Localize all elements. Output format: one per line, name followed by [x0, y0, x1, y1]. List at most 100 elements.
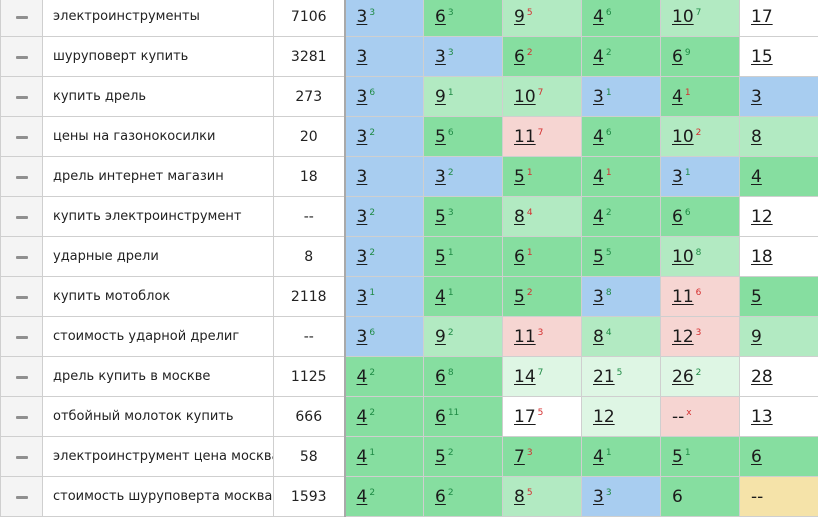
position-value[interactable]: 5	[593, 246, 604, 267]
position-value[interactable]: 10	[672, 6, 694, 27]
row-handle[interactable]	[0, 396, 43, 437]
position-value[interactable]: 6	[435, 486, 446, 507]
position-value[interactable]: 3	[672, 166, 683, 187]
position-value[interactable]: 3	[593, 486, 604, 507]
position-value[interactable]: 5	[514, 166, 525, 187]
position-value[interactable]: 6	[435, 366, 446, 387]
position-value[interactable]: 6	[514, 46, 525, 67]
position-value[interactable]: 17	[514, 406, 536, 427]
drag-handle-icon[interactable]	[15, 256, 28, 259]
position-value[interactable]: 3	[356, 286, 368, 307]
drag-handle-icon[interactable]	[15, 416, 28, 419]
position-value[interactable]: 5	[672, 446, 683, 467]
position-value[interactable]: 4	[593, 126, 604, 147]
position-value[interactable]: 5	[751, 286, 762, 307]
position-value[interactable]: 6	[514, 246, 525, 267]
position-value[interactable]: 17	[751, 6, 773, 27]
position-value[interactable]: 4	[593, 6, 604, 27]
position-value[interactable]: 8	[514, 486, 525, 507]
drag-handle-icon[interactable]	[15, 496, 28, 499]
position-value[interactable]: 11	[514, 326, 536, 347]
position-value[interactable]: 4	[356, 406, 368, 427]
drag-handle-icon[interactable]	[15, 176, 28, 179]
row-handle[interactable]	[0, 116, 43, 157]
position-value[interactable]: 5	[514, 286, 525, 307]
position-value[interactable]: 11	[672, 286, 694, 307]
position-value[interactable]: 26	[672, 366, 694, 387]
position-value[interactable]: 12	[672, 326, 694, 347]
drag-handle-icon[interactable]	[15, 336, 28, 339]
row-handle[interactable]	[0, 0, 43, 37]
position-value[interactable]: 28	[751, 366, 773, 387]
position-value[interactable]: 6	[435, 406, 446, 427]
position-value[interactable]: 9	[435, 326, 446, 347]
position-value[interactable]: 4	[751, 166, 762, 187]
position-value[interactable]: 18	[751, 246, 773, 267]
position-value[interactable]: 3	[593, 286, 604, 307]
position-value[interactable]: 21	[593, 366, 615, 387]
position-value[interactable]: 3	[593, 86, 604, 107]
position-value[interactable]: 15	[751, 46, 773, 67]
position-value[interactable]: 4	[435, 286, 446, 307]
row-handle[interactable]	[0, 276, 43, 317]
position-value[interactable]: 3	[356, 246, 368, 267]
position-value[interactable]: 6	[751, 446, 762, 467]
position-value[interactable]: 10	[672, 246, 694, 267]
drag-handle-icon[interactable]	[15, 16, 28, 19]
position-value[interactable]: 11	[514, 126, 536, 147]
position-value[interactable]: 5	[435, 206, 446, 227]
position-value[interactable]: 13	[751, 406, 773, 427]
drag-handle-icon[interactable]	[15, 56, 28, 59]
position-value[interactable]: 3	[356, 46, 368, 67]
position-value[interactable]: 3	[751, 86, 762, 107]
row-handle[interactable]	[0, 36, 43, 77]
position-value[interactable]: 3	[356, 206, 368, 227]
position-value[interactable]: 8	[593, 326, 604, 347]
position-value[interactable]: 12	[751, 206, 773, 227]
position-value[interactable]: 6	[435, 6, 446, 27]
position-value[interactable]: 4	[593, 166, 604, 187]
row-handle[interactable]	[0, 76, 43, 117]
position-value[interactable]: 4	[356, 446, 368, 467]
position-value[interactable]: 10	[672, 126, 694, 147]
position-value[interactable]: 5	[435, 246, 446, 267]
drag-handle-icon[interactable]	[15, 456, 28, 459]
row-handle[interactable]	[0, 356, 43, 397]
position-value[interactable]: 6	[672, 46, 683, 67]
position-value[interactable]: 8	[751, 126, 762, 147]
position-value[interactable]: 3	[435, 46, 446, 67]
position-value[interactable]: 4	[593, 206, 604, 227]
position-value[interactable]: 12	[593, 406, 615, 427]
position-value[interactable]: 14	[514, 366, 536, 387]
position-value[interactable]: 4	[593, 46, 604, 67]
drag-handle-icon[interactable]	[15, 296, 28, 299]
position-value[interactable]: 3	[356, 326, 368, 347]
drag-handle-icon[interactable]	[15, 96, 28, 99]
drag-handle-icon[interactable]	[15, 136, 28, 139]
row-handle[interactable]	[0, 476, 43, 517]
position-value[interactable]: 4	[356, 366, 368, 387]
position-value[interactable]: 4	[356, 486, 368, 507]
position-value[interactable]: 7	[514, 446, 525, 467]
position-value[interactable]: 9	[751, 326, 762, 347]
drag-handle-icon[interactable]	[15, 376, 28, 379]
position-value[interactable]: 4	[672, 86, 683, 107]
position-value[interactable]: 6	[672, 206, 683, 227]
position-value[interactable]: 3	[356, 86, 368, 107]
row-handle[interactable]	[0, 236, 43, 277]
position-value[interactable]: 9	[514, 6, 525, 27]
row-handle[interactable]	[0, 316, 43, 357]
position-value[interactable]: 8	[514, 206, 525, 227]
position-value[interactable]: 9	[435, 86, 446, 107]
row-handle[interactable]	[0, 196, 43, 237]
drag-handle-icon[interactable]	[15, 216, 28, 219]
row-handle[interactable]	[0, 436, 43, 477]
row-handle[interactable]	[0, 156, 43, 197]
position-value[interactable]: 3	[356, 166, 368, 187]
position-value[interactable]: 3	[356, 126, 368, 147]
position-value[interactable]: 4	[593, 446, 604, 467]
position-value[interactable]: 5	[435, 446, 446, 467]
position-value[interactable]: 5	[435, 126, 446, 147]
position-value[interactable]: 3	[356, 6, 368, 27]
position-value[interactable]: 10	[514, 86, 536, 107]
